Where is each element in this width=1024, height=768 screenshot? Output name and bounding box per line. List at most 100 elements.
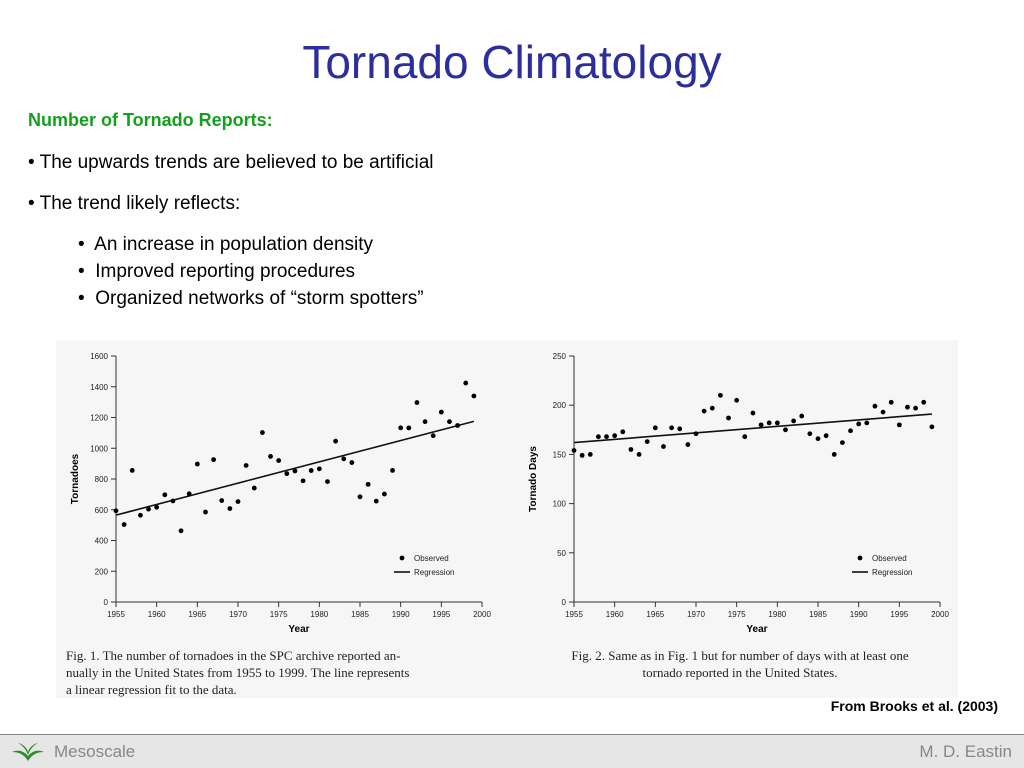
y-tick-label: 1400 [90, 383, 108, 392]
data-point [178, 528, 184, 534]
x-tick-label: 1980 [768, 610, 786, 619]
sub-bullet-item: • Improved reporting procedures [78, 261, 356, 282]
y-tick-label: 1600 [90, 352, 108, 361]
data-point [113, 508, 119, 514]
figure-2-caption: Fig. 2. Same as in Fig. 1 but for number… [524, 647, 956, 681]
data-point [807, 431, 813, 437]
data-point [929, 424, 935, 430]
x-tick-label: 1965 [188, 610, 206, 619]
x-tick-label: 1995 [432, 610, 450, 619]
data-point [373, 498, 379, 504]
data-point [438, 409, 444, 415]
x-axis-label: Year [288, 624, 309, 635]
y-tick-label: 1000 [90, 444, 108, 453]
y-tick-label: 0 [562, 598, 567, 607]
y-tick-label: 200 [95, 567, 109, 576]
sub-bullet-item: • Organized networks of “storm spotters” [78, 288, 424, 309]
x-tick-label: 1985 [809, 610, 827, 619]
y-tick-label: 50 [557, 549, 566, 558]
data-point [677, 426, 683, 432]
sub-bullet-item: • An increase in population density [78, 234, 374, 255]
data-point [905, 404, 910, 410]
data-point [587, 452, 593, 457]
y-tick-label: 800 [95, 475, 109, 484]
y-tick-label: 100 [553, 500, 567, 509]
data-point [734, 397, 740, 403]
x-tick-label: 1980 [310, 610, 328, 619]
data-point [422, 419, 428, 425]
data-point [685, 442, 691, 447]
data-point [333, 438, 338, 444]
data-point [194, 461, 200, 467]
bullet-item: • The upwards trends are believed to be … [28, 152, 434, 173]
data-point [628, 447, 634, 452]
data-point [774, 420, 780, 426]
data-point [596, 434, 601, 440]
x-tick-label: 1970 [687, 610, 705, 619]
data-point [316, 466, 322, 472]
data-point [896, 422, 902, 428]
data-point [661, 444, 666, 449]
data-point [612, 433, 618, 439]
x-tick-label: 1960 [606, 610, 624, 619]
data-point [463, 380, 469, 386]
y-tick-label: 150 [553, 450, 567, 459]
x-tick-label: 1985 [351, 610, 369, 619]
data-point [121, 522, 127, 527]
data-point [243, 463, 249, 468]
data-point [129, 467, 135, 473]
data-point [913, 405, 918, 411]
data-point [251, 485, 257, 491]
data-point [726, 415, 731, 421]
data-point [766, 420, 772, 426]
y-tick-label: 400 [95, 537, 109, 546]
data-point [268, 453, 273, 459]
y-tick-label: 1200 [90, 414, 108, 423]
data-point [398, 425, 404, 431]
data-point [652, 425, 658, 431]
data-point [709, 405, 715, 411]
data-point [864, 420, 870, 426]
y-tick-label: 600 [95, 506, 109, 515]
data-point [644, 439, 650, 445]
data-point [840, 440, 845, 445]
data-point [308, 468, 314, 473]
data-point [799, 413, 805, 419]
data-point [880, 409, 886, 415]
x-tick-label: 1995 [890, 610, 908, 619]
leaf-logo-icon [10, 740, 46, 767]
data-point [620, 429, 626, 435]
section-heading: Number of Tornado Reports: [28, 110, 273, 130]
data-point [365, 481, 371, 487]
caption-line: tornado reported in the United States. [642, 665, 838, 680]
data-point [758, 422, 764, 428]
data-point [154, 504, 160, 510]
data-point [856, 421, 862, 427]
data-point [406, 425, 412, 431]
data-point [447, 419, 452, 425]
data-point [791, 418, 796, 424]
data-point [783, 427, 788, 433]
data-point [848, 428, 853, 434]
data-point [888, 399, 894, 405]
x-axis-label: Year [746, 624, 767, 635]
data-point [211, 457, 217, 463]
slide-title: Tornado Climatology [302, 36, 722, 88]
data-point [146, 506, 151, 512]
tornado-count-chart: 0 200 400 600 800 1000 1200 1400 1600 1955 1960 196… [70, 352, 491, 635]
regression-line [115, 420, 475, 516]
data-point [604, 434, 609, 440]
data-point [571, 448, 577, 453]
caption-line: Fig. 2. Same as in Fig. 1 but for number… [571, 648, 909, 663]
data-point [219, 498, 225, 503]
data-point [872, 403, 878, 409]
figure-1-caption: Fig. 1. The number of tornadoes in the S… [66, 647, 506, 698]
caption-line: nually in the United States from 1955 to… [66, 665, 410, 680]
data-point [203, 509, 208, 515]
y-axis-label: Tornado Days [528, 446, 539, 512]
x-tick-label: 2000 [473, 610, 491, 619]
x-tick-label: 1960 [148, 610, 166, 619]
x-tick-label: 1990 [392, 610, 410, 619]
data-point [260, 430, 265, 435]
x-tick-label: 1975 [728, 610, 746, 619]
